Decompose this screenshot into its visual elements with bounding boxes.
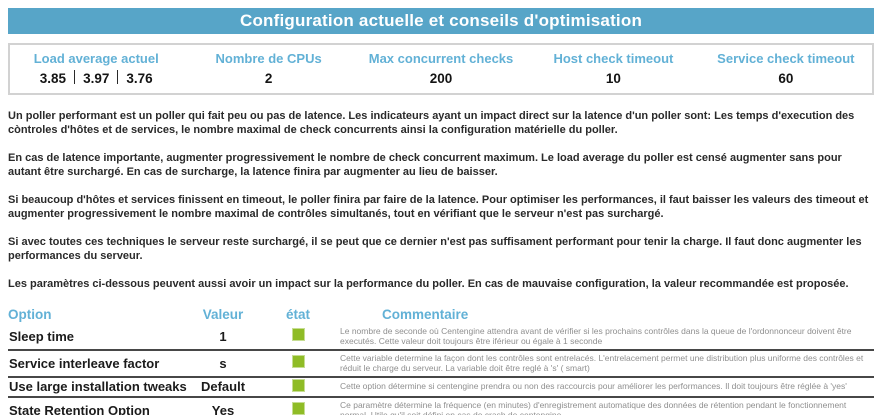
option-status xyxy=(262,354,334,372)
option-value: Yes xyxy=(211,402,235,415)
option-status xyxy=(262,378,334,396)
summary-col-header: Service check timeout xyxy=(717,51,855,66)
summary-col-header: Max concurrent checks xyxy=(368,51,514,66)
page-title: Configuration actuelle et conseils d'opt… xyxy=(8,8,874,34)
summary-col-value: 2 xyxy=(264,71,273,86)
option-status xyxy=(262,327,334,345)
table-row-sleep-time: Sleep time 1 Le nombre de seconde où Cen… xyxy=(8,324,874,351)
advice-text: Un poller performant est un poller qui f… xyxy=(8,110,874,292)
summary-col-header: Load average actuel xyxy=(33,51,159,66)
summary-col-header: Nombre de CPUs xyxy=(215,51,322,66)
summary-col-header: Host check timeout xyxy=(553,51,674,66)
status-ok-icon xyxy=(291,402,305,415)
advice-paragraph: Si avec toutes ces techniques le serveur… xyxy=(8,236,862,262)
option-value: 1 xyxy=(219,328,227,344)
advice-paragraph: Si beaucoup d'hôtes et services finissen… xyxy=(8,194,869,220)
option-name: State Retention Option xyxy=(9,402,150,415)
current-configuration-summary: Load average actuel 3.85 3.97 3.76 Nombre … xyxy=(8,43,874,95)
option-comment: Cette option détermine si centengine pre… xyxy=(340,381,847,392)
options-table: Option Valeur état Commentaire Sleep tim… xyxy=(8,307,874,415)
advice-paragraph: Un poller performant est un poller qui f… xyxy=(8,110,855,136)
advice-paragraph: En cas de latence importante, augmenter … xyxy=(8,152,842,178)
options-table-header-row: Option Valeur état Commentaire xyxy=(8,307,874,324)
summary-col-cpus: Nombre de CPUs 2 xyxy=(182,51,354,87)
summary-col-max-concurrent-checks: Max concurrent checks 200 xyxy=(355,51,527,87)
load-average-1min: 3.85 xyxy=(39,71,67,86)
table-row-use-large-installation-tweaks: Use large installation tweaks Default Ce… xyxy=(8,378,874,398)
load-average-15min: 3.76 xyxy=(126,71,153,86)
summary-col-load-average: Load average actuel 3.85 3.97 3.76 xyxy=(10,51,182,87)
column-header-option: Option xyxy=(8,306,52,322)
column-header-commentaire: Commentaire xyxy=(382,306,469,322)
value-divider xyxy=(117,70,119,85)
summary-col-service-check-timeout: Service check timeout 60 xyxy=(700,51,872,87)
summary-col-host-check-timeout: Host check timeout 10 xyxy=(527,51,699,87)
option-status xyxy=(262,401,334,415)
summary-col-value: 60 xyxy=(778,71,794,86)
table-row-service-interleave-factor: Service interleave factor s Cette variab… xyxy=(8,351,874,378)
column-header-valeur: Valeur xyxy=(202,306,244,322)
summary-col-value: 200 xyxy=(429,71,453,86)
option-value: Default xyxy=(200,379,246,394)
option-name: Sleep time xyxy=(9,328,75,344)
option-name: Use large installation tweaks xyxy=(9,379,187,394)
column-header-etat: état xyxy=(285,306,310,322)
load-average-5min: 3.97 xyxy=(83,71,110,86)
status-ok-icon xyxy=(291,378,305,392)
option-comment: Cette variable determine la façon dont l… xyxy=(340,352,864,374)
summary-col-value: 10 xyxy=(605,71,621,86)
option-value: s xyxy=(219,355,227,371)
load-average-values: 3.85 3.97 3.76 xyxy=(10,70,182,87)
table-row-state-retention-option: State Retention Option Yes Ce paramètre … xyxy=(8,398,874,415)
option-comment: Ce paramètre détermine la fréquence (en … xyxy=(340,399,847,415)
status-ok-icon xyxy=(291,328,305,341)
option-comment: Le nombre de seconde où Centengine atten… xyxy=(340,325,852,347)
option-name: Service interleave factor xyxy=(9,355,160,371)
value-divider xyxy=(74,70,76,85)
advice-paragraph: Les paramètres ci-dessous peuvent aussi … xyxy=(8,278,849,290)
status-ok-icon xyxy=(291,355,305,368)
